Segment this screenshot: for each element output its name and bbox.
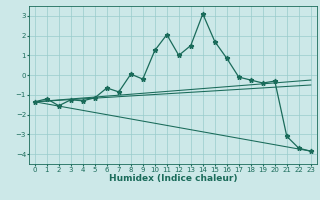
X-axis label: Humidex (Indice chaleur): Humidex (Indice chaleur): [108, 174, 237, 183]
